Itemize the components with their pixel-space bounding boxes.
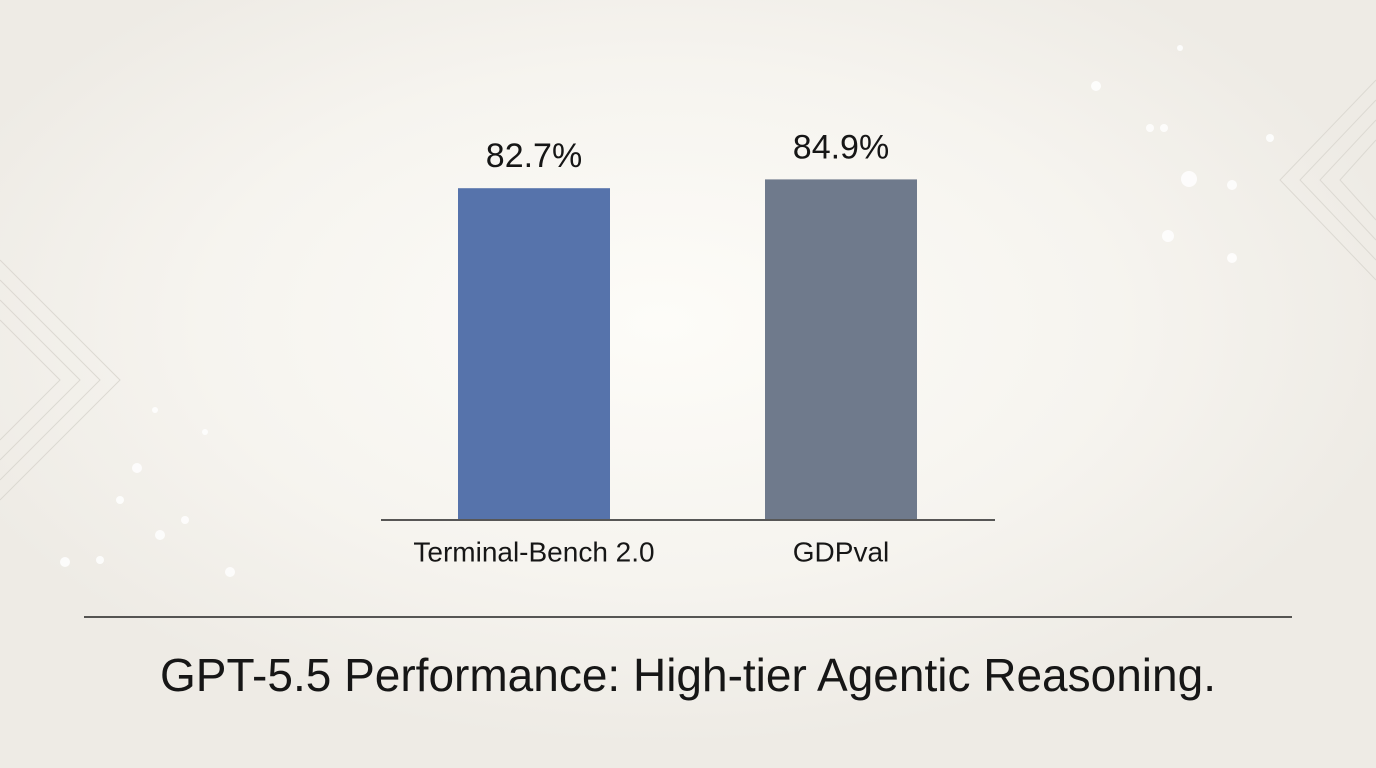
chart-title: GPT-5.5 Performance: High-tier Agentic R…	[160, 649, 1216, 701]
value-label: 84.9%	[793, 128, 889, 166]
bar	[765, 179, 917, 519]
bar	[458, 188, 610, 519]
decoration-dots	[60, 45, 1274, 577]
value-label: 82.7%	[486, 137, 582, 175]
x-tick-label: Terminal-Bench 2.0	[413, 536, 654, 567]
decoration-lines	[0, 79, 1376, 501]
x-tick-label: GDPval	[793, 536, 889, 567]
